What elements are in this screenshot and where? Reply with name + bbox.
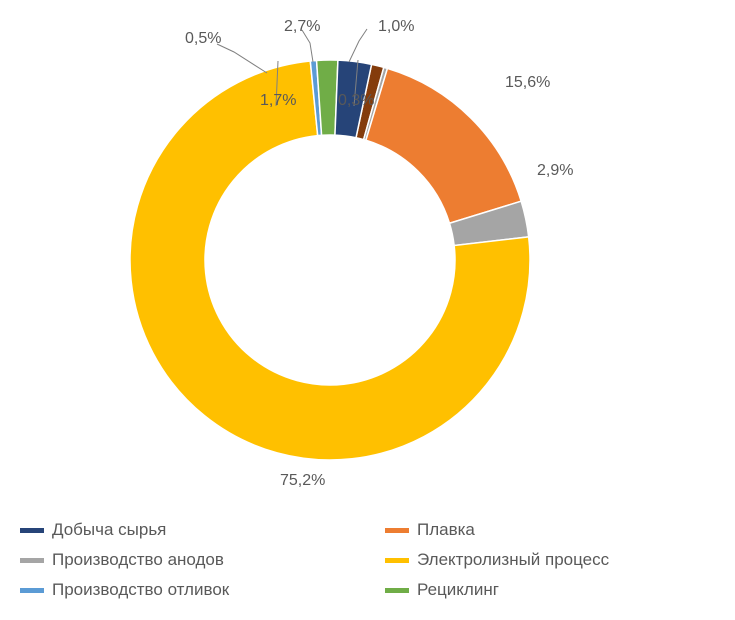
slice-label: 2,9%: [537, 162, 573, 180]
legend-label: Производство отливок: [52, 580, 229, 600]
legend-item: Рециклинг: [385, 580, 720, 600]
legend-item: Электролизный процесс: [385, 550, 720, 570]
leader-line: [349, 29, 367, 62]
legend-label: Электролизный процесс: [417, 550, 609, 570]
legend-label: Добыча сырья: [52, 520, 166, 540]
legend-marker: [20, 558, 44, 563]
legend-item: Добыча сырья: [20, 520, 355, 540]
slice-label: 0,5%: [185, 30, 221, 48]
legend-marker: [20, 588, 44, 593]
slice-label: 0,3%: [338, 92, 374, 110]
legend-label: Плавка: [417, 520, 475, 540]
legend-marker: [385, 588, 409, 593]
slice-label: 75,2%: [280, 472, 325, 490]
legend-marker: [385, 528, 409, 533]
legend-marker: [20, 528, 44, 533]
legend-marker: [385, 558, 409, 563]
legend-label: Производство анодов: [52, 550, 224, 570]
legend-item: Плавка: [385, 520, 720, 540]
leader-line: [217, 44, 267, 73]
slice-label: 1,7%: [260, 92, 296, 110]
legend-item: Производство отливок: [20, 580, 355, 600]
chart-legend: Добыча сырья Плавка Производство анодов Эле…: [20, 520, 720, 600]
slice-label: 2,7%: [284, 18, 320, 36]
legend-label: Рециклинг: [417, 580, 499, 600]
legend-item: Производство анодов: [20, 550, 355, 570]
donut-chart: 1,0% 0,3% 15,6% 2,9% 75,2% 0,5% 1,7% 2,7%: [0, 0, 735, 500]
donut-slice: [366, 68, 521, 223]
slice-label: 15,6%: [505, 74, 550, 92]
slice-label: 1,0%: [378, 18, 414, 36]
chart-svg: [0, 0, 735, 500]
